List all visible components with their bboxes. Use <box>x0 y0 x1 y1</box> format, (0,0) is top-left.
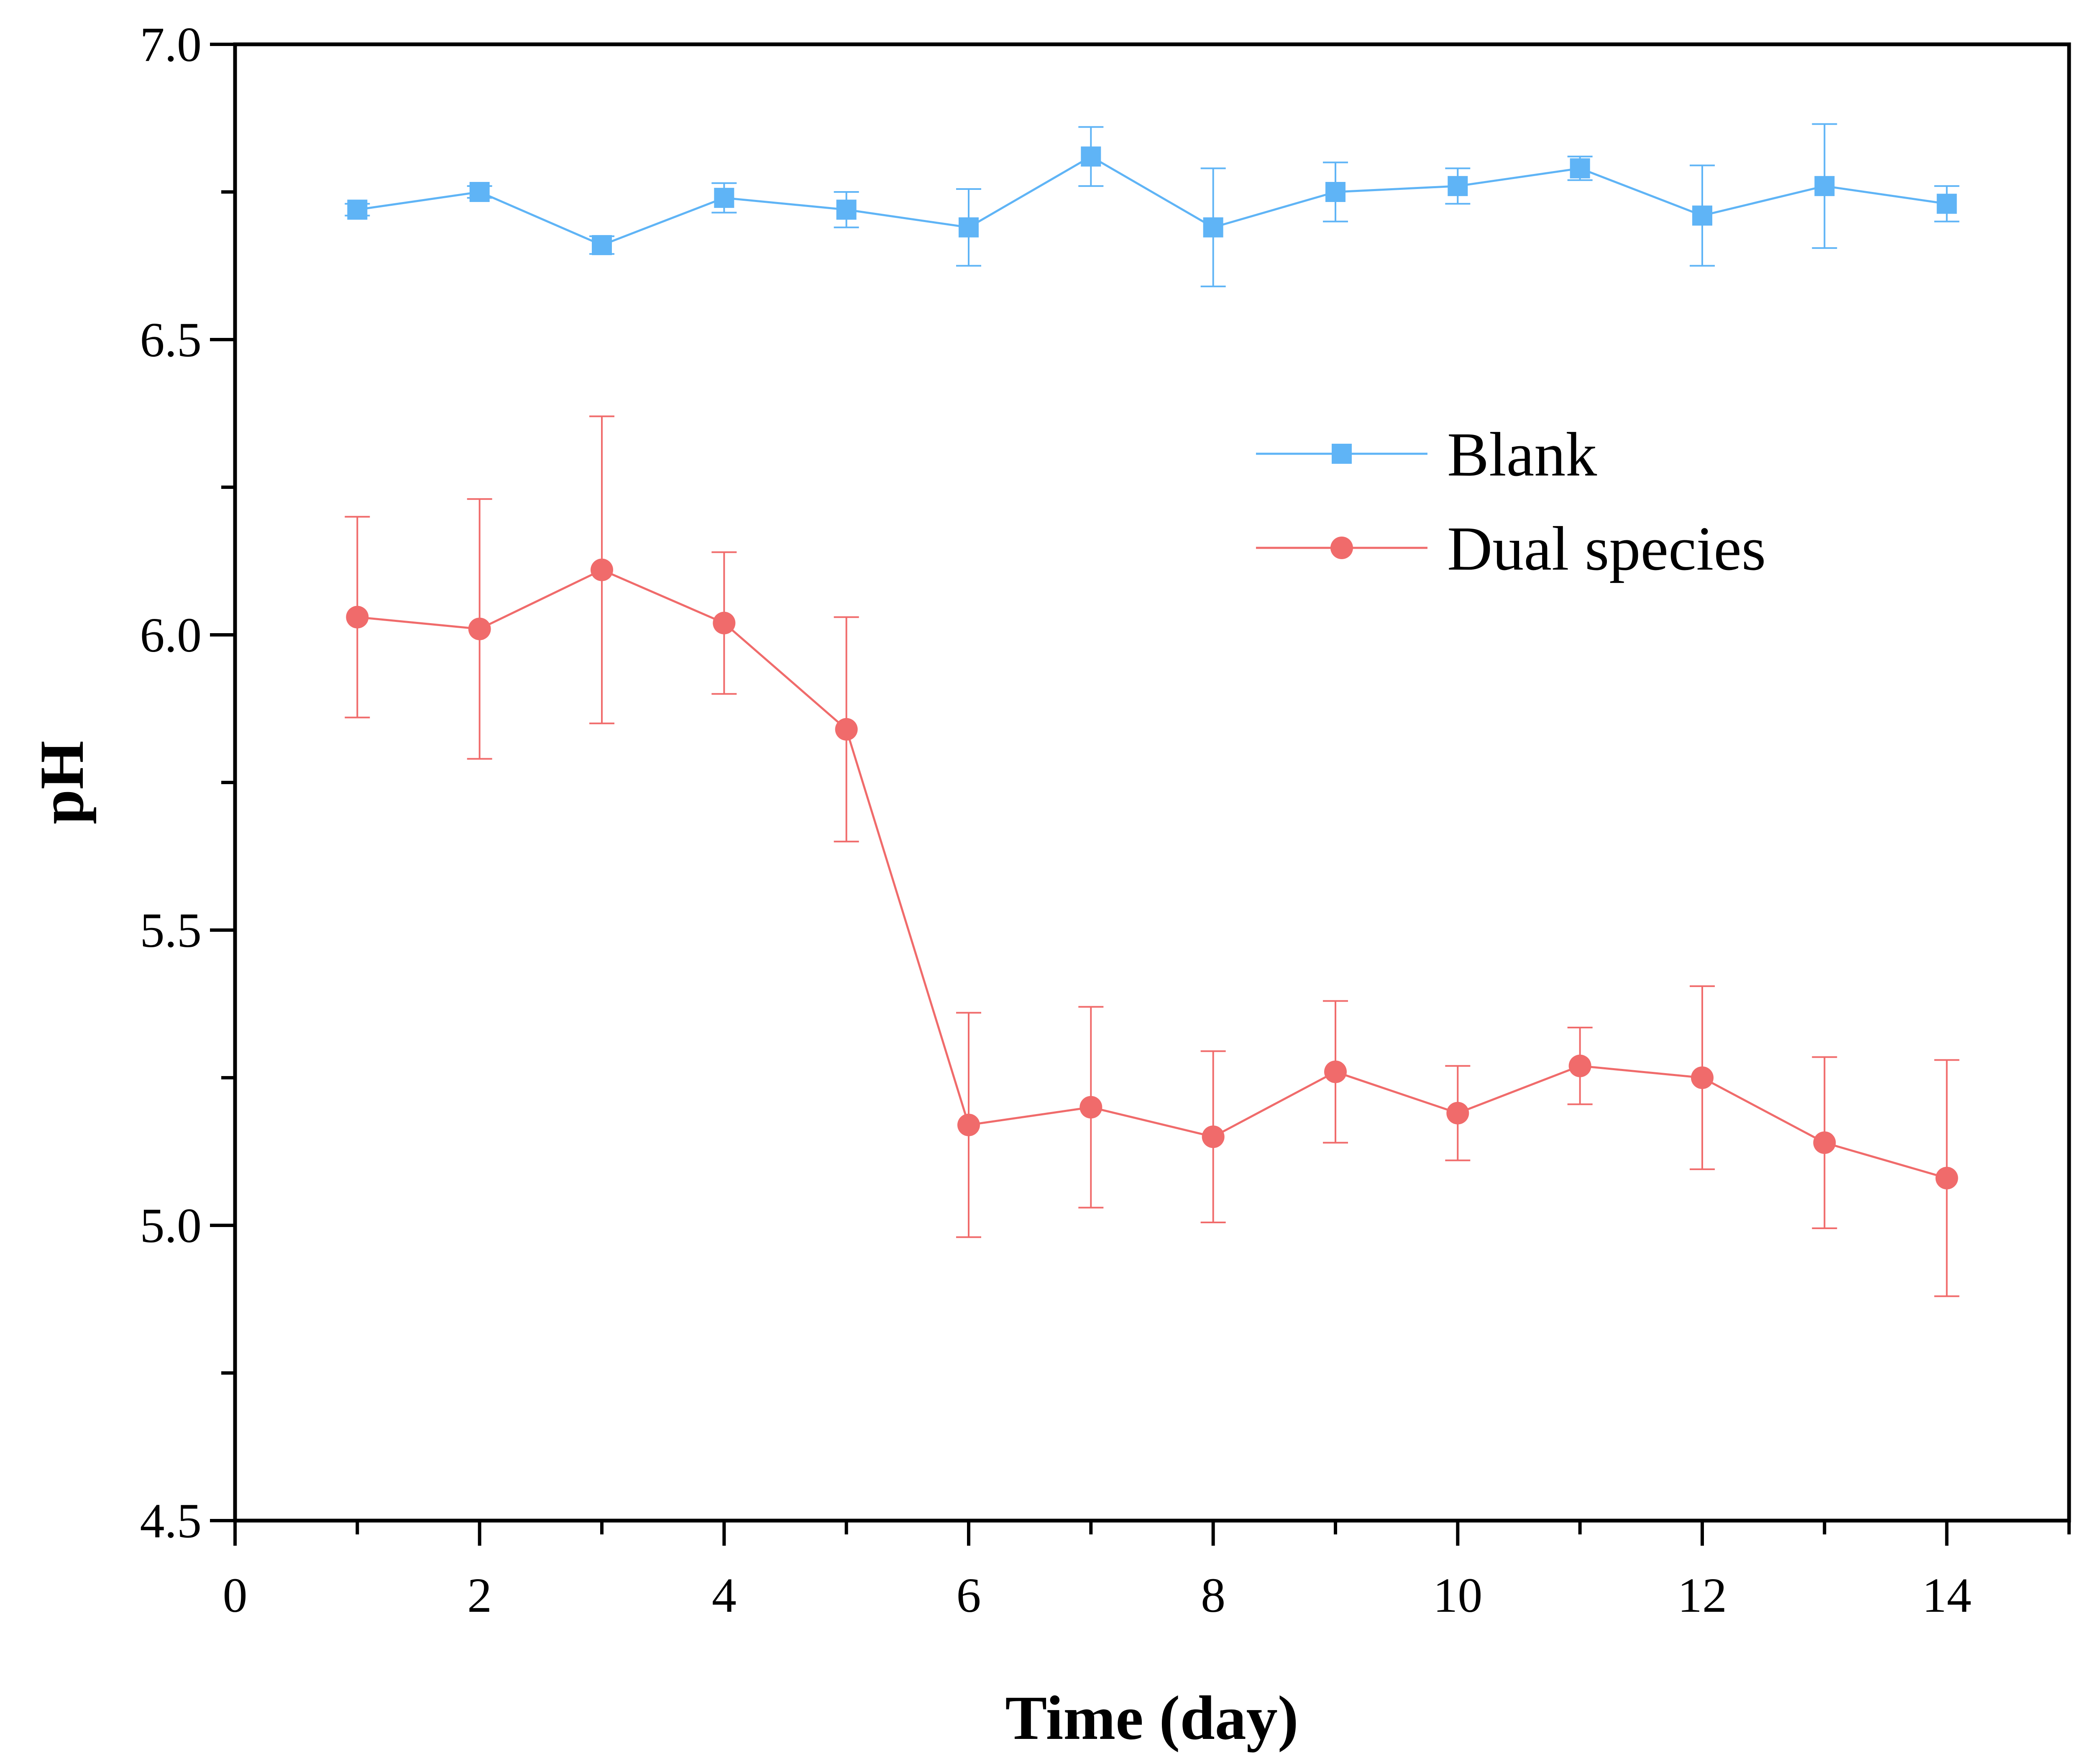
axes: 0 2 4 6 8 10 12 14 4.5 5.0 5.5 6.0 6.5 7.0 <box>140 17 2071 1623</box>
x-tick-label: 12 <box>1678 1568 1727 1623</box>
data-point <box>469 182 490 202</box>
y-tick-label: 7.0 <box>140 17 202 72</box>
y-axis-title: pH <box>27 741 97 824</box>
data-point <box>1813 1131 1836 1154</box>
data-point <box>957 1113 980 1136</box>
data-point <box>468 617 491 640</box>
data-point <box>1446 1102 1469 1125</box>
legend-marker <box>1330 537 1353 559</box>
data-point <box>346 606 369 629</box>
data-point <box>1325 182 1345 202</box>
data-point <box>836 199 857 220</box>
data-point <box>1692 205 1712 226</box>
y-tick-label: 6.5 <box>140 312 202 367</box>
data-point <box>1324 1060 1347 1083</box>
y-tick-label: 5.0 <box>140 1198 202 1253</box>
data-point <box>1936 194 1957 214</box>
series-layer <box>345 123 1959 1297</box>
data-point <box>959 217 979 238</box>
legend: Blank Dual species <box>1256 420 1766 583</box>
data-point <box>714 188 734 208</box>
data-point <box>1448 176 1468 196</box>
data-point <box>591 558 613 581</box>
data-point <box>347 199 368 220</box>
data-point <box>1568 1054 1591 1077</box>
data-point <box>1079 1096 1102 1119</box>
data-point <box>713 611 736 634</box>
data-point <box>1691 1066 1714 1089</box>
series-line <box>357 155 1947 246</box>
x-tick-label: 2 <box>467 1568 492 1623</box>
x-axis-title: Time (day) <box>1005 1683 1298 1753</box>
y-tick-label: 4.5 <box>140 1493 202 1548</box>
series-line <box>357 568 1947 1179</box>
legend-label: Dual species <box>1447 514 1766 583</box>
series-dual-species <box>345 415 1959 1297</box>
y-tick-label: 6.0 <box>140 608 202 662</box>
data-point <box>835 718 858 741</box>
plot-frame <box>233 42 2071 1523</box>
y-tick-label: 5.5 <box>140 903 202 958</box>
x-tick-label: 14 <box>1922 1568 1972 1623</box>
x-tick-label: 0 <box>223 1568 248 1623</box>
data-point <box>1814 176 1835 196</box>
x-tick-label: 8 <box>1201 1568 1225 1623</box>
data-point <box>1203 217 1223 238</box>
data-point <box>1081 146 1101 167</box>
x-tick-label: 6 <box>957 1568 981 1623</box>
data-point <box>1935 1167 1958 1190</box>
legend-marker <box>1332 444 1352 464</box>
data-point <box>1202 1125 1225 1148</box>
x-tick-label: 10 <box>1433 1568 1482 1623</box>
data-point <box>592 235 612 256</box>
x-tick-label: 4 <box>712 1568 737 1623</box>
series-blank <box>345 123 1959 287</box>
legend-label: Blank <box>1447 420 1597 489</box>
data-point <box>1570 158 1590 179</box>
